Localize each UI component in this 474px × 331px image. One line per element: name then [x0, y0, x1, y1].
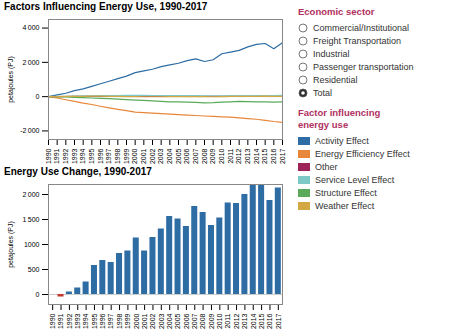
svg-text:-2 000: -2 000 [20, 127, 39, 134]
svg-text:1997: 1997 [105, 148, 112, 164]
svg-text:2017: 2017 [275, 313, 282, 329]
html-text:Commercial/Institutional: Commercial/Institutional [313, 22, 409, 33]
svg-text:1992: 1992 [66, 313, 73, 329]
html-text:Factor influencing: Factor influencing [298, 107, 381, 118]
svg-text:2001: 2001 [140, 148, 147, 164]
svg-text:petajoules (PJ): petajoules (PJ) [7, 56, 15, 103]
svg-text:2015: 2015 [258, 313, 265, 329]
svg-text:2014: 2014 [253, 148, 260, 164]
svg-text:2010: 2010 [218, 148, 225, 164]
svg-text:2012: 2012 [235, 148, 242, 164]
html-text:Industrial: Industrial [313, 48, 350, 59]
svg-text:2004: 2004 [166, 313, 173, 329]
svg-text:2011: 2011 [224, 313, 231, 328]
svg-text:1990: 1990 [45, 148, 52, 164]
svg-text:2017: 2017 [279, 148, 286, 164]
svg-text:1991: 1991 [57, 313, 64, 329]
svg-text:2016: 2016 [266, 313, 273, 329]
svg-text:2014: 2014 [249, 313, 256, 329]
svg-text:1996: 1996 [97, 148, 104, 164]
svg-text:1998: 1998 [116, 313, 123, 329]
svg-text:2003: 2003 [158, 313, 165, 329]
html-text:Activity Effect: Activity Effect [315, 135, 369, 146]
svg-text:1000: 1000 [24, 241, 40, 248]
svg-text:1994: 1994 [82, 313, 89, 329]
svg-text:2011: 2011 [227, 148, 234, 163]
svg-text:1999: 1999 [124, 313, 131, 329]
svg-text:2012: 2012 [233, 313, 240, 329]
svg-text:500: 500 [28, 266, 40, 273]
html-text:Economic sector: Economic sector [298, 6, 375, 17]
svg-text:2009: 2009 [208, 313, 215, 329]
html-text:Freight Transportation: Freight Transportation [313, 35, 401, 46]
svg-text:2 000: 2 000 [23, 191, 40, 198]
svg-text:2006: 2006 [183, 148, 190, 164]
html-text:Weather Effect: Weather Effect [315, 200, 375, 211]
svg-text:2016: 2016 [270, 148, 277, 164]
svg-text:1997: 1997 [107, 313, 114, 329]
html-text:Service Level Effect: Service Level Effect [315, 174, 395, 185]
svg-text:2000: 2000 [131, 148, 138, 164]
svg-text:2008: 2008 [201, 148, 208, 164]
svg-text:2013: 2013 [241, 313, 248, 329]
svg-text:4 000: 4 000 [23, 24, 40, 31]
svg-text:2006: 2006 [183, 313, 190, 329]
svg-text:2005: 2005 [175, 148, 182, 164]
svg-text:2007: 2007 [192, 148, 199, 164]
svg-text:1991: 1991 [53, 148, 60, 164]
svg-text:petajoules (PJ): petajoules (PJ) [7, 221, 15, 268]
svg-text:2 000: 2 000 [23, 59, 40, 66]
svg-text:2010: 2010 [216, 313, 223, 329]
html-text:Energy Use Change, 1990-2017: Energy Use Change, 1990-2017 [4, 166, 152, 177]
svg-text:2015: 2015 [261, 148, 268, 164]
html-text:Residential: Residential [313, 74, 358, 85]
svg-text:2000: 2000 [132, 313, 139, 329]
svg-text:1998: 1998 [114, 148, 121, 164]
svg-text:2007: 2007 [191, 313, 198, 329]
svg-text:1993: 1993 [71, 148, 78, 164]
svg-text:0: 0 [36, 291, 40, 298]
html-text:Other: Other [315, 161, 338, 172]
svg-text:1990: 1990 [49, 313, 56, 329]
html-text:Structure Effect: Structure Effect [315, 187, 377, 198]
svg-text:1 500: 1 500 [23, 216, 40, 223]
html-text:Factors Influencing Energy Use: Factors Influencing Energy Use, 1990-201… [4, 1, 208, 12]
svg-text:1992: 1992 [62, 148, 69, 164]
html-text:Total: Total [313, 87, 332, 98]
svg-text:1999: 1999 [123, 148, 130, 164]
svg-text:2009: 2009 [209, 148, 216, 164]
svg-text:1995: 1995 [91, 313, 98, 329]
svg-text:2008: 2008 [199, 313, 206, 329]
svg-text:2001: 2001 [141, 313, 148, 329]
html-text:energy use: energy use [298, 119, 349, 130]
svg-text:2005: 2005 [174, 313, 181, 329]
svg-text:2002: 2002 [149, 148, 156, 164]
svg-text:2003: 2003 [157, 148, 164, 164]
html-text:Energy Efficiency Effect: Energy Efficiency Effect [315, 148, 410, 159]
html-text:Passenger transportation: Passenger transportation [313, 61, 414, 72]
svg-text:1996: 1996 [99, 313, 106, 329]
svg-text:1994: 1994 [79, 148, 86, 164]
svg-text:0: 0 [36, 93, 40, 100]
svg-text:1993: 1993 [74, 313, 81, 329]
svg-text:2013: 2013 [244, 148, 251, 164]
svg-text:2004: 2004 [166, 148, 173, 164]
svg-text:1995: 1995 [88, 148, 95, 164]
svg-text:2002: 2002 [149, 313, 156, 329]
